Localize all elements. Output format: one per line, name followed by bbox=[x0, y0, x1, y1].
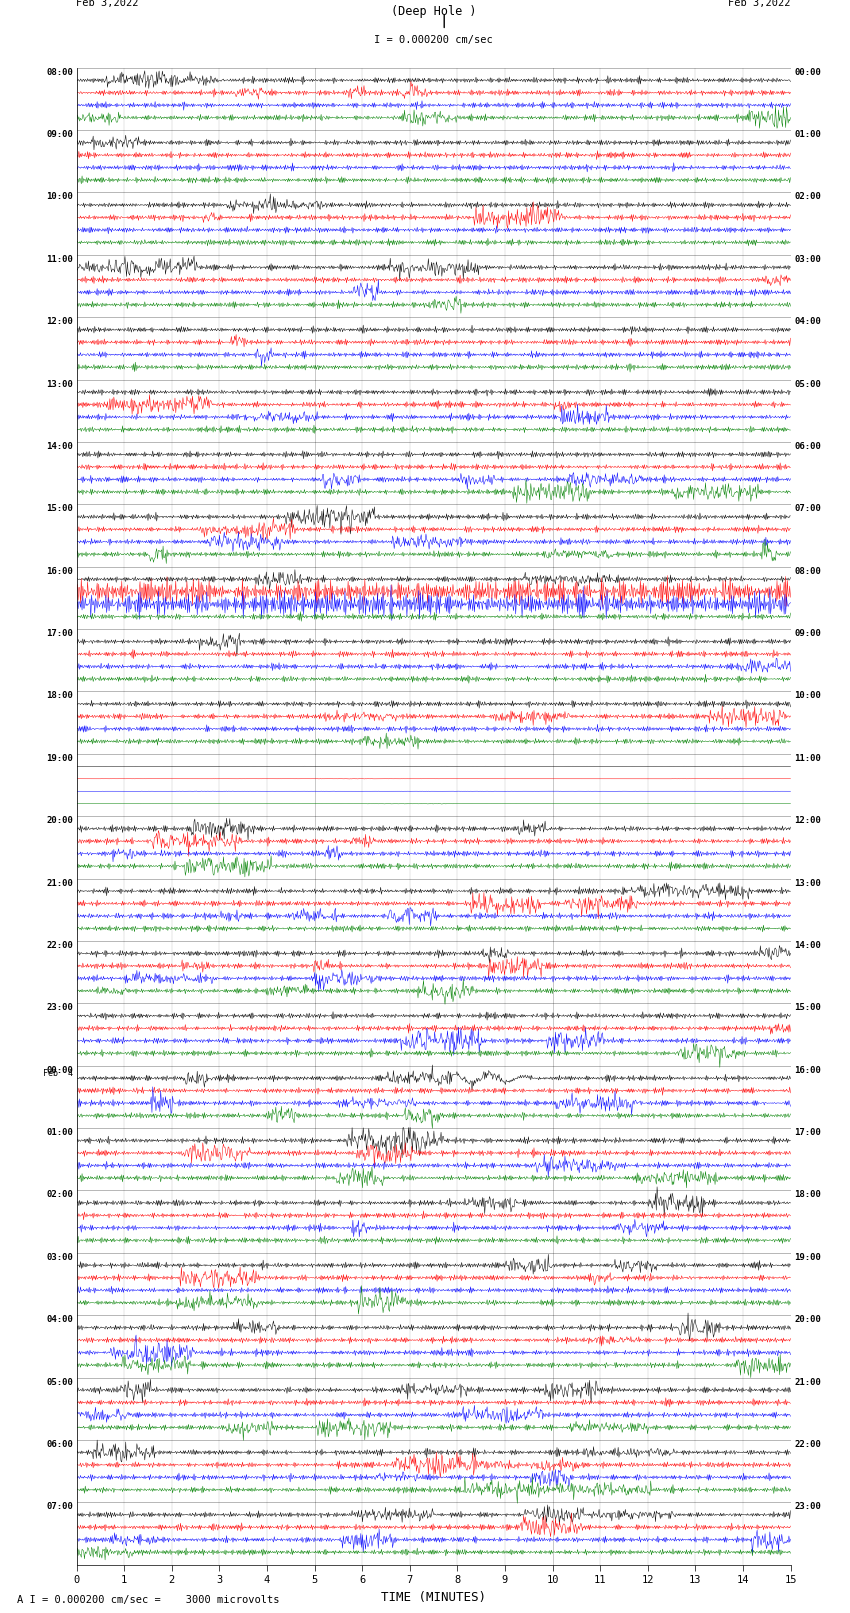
Text: (Deep Hole ): (Deep Hole ) bbox=[391, 5, 476, 18]
X-axis label: TIME (MINUTES): TIME (MINUTES) bbox=[381, 1590, 486, 1603]
Text: 01:00: 01:00 bbox=[46, 1127, 73, 1137]
Text: 03:00: 03:00 bbox=[46, 1253, 73, 1261]
Text: 13:00: 13:00 bbox=[794, 879, 821, 887]
Text: 04:00: 04:00 bbox=[794, 318, 821, 326]
Text: 16:00: 16:00 bbox=[46, 566, 73, 576]
Text: 11:00: 11:00 bbox=[794, 753, 821, 763]
Text: 08:00: 08:00 bbox=[46, 68, 73, 77]
Text: 21:00: 21:00 bbox=[794, 1378, 821, 1387]
Text: 18:00: 18:00 bbox=[46, 692, 73, 700]
Text: 00:00: 00:00 bbox=[46, 1066, 73, 1074]
Text: I = 0.000200 cm/sec: I = 0.000200 cm/sec bbox=[374, 35, 493, 45]
Text: 14:00: 14:00 bbox=[46, 442, 73, 452]
Text: 03:00: 03:00 bbox=[794, 255, 821, 265]
Text: 04:00: 04:00 bbox=[46, 1315, 73, 1324]
Text: 10:00: 10:00 bbox=[794, 692, 821, 700]
Text: 07:00: 07:00 bbox=[46, 1502, 73, 1511]
Text: 12:00: 12:00 bbox=[794, 816, 821, 826]
Text: 05:00: 05:00 bbox=[794, 379, 821, 389]
Text: 19:00: 19:00 bbox=[46, 753, 73, 763]
Text: 16:00: 16:00 bbox=[794, 1066, 821, 1074]
Text: 17:00: 17:00 bbox=[794, 1127, 821, 1137]
Text: 19:00: 19:00 bbox=[794, 1253, 821, 1261]
Text: 00:00: 00:00 bbox=[794, 68, 821, 77]
Text: 06:00: 06:00 bbox=[794, 442, 821, 452]
Text: 07:00: 07:00 bbox=[794, 505, 821, 513]
Text: 11:00: 11:00 bbox=[46, 255, 73, 265]
Text: 09:00: 09:00 bbox=[46, 131, 73, 139]
Text: 09:00: 09:00 bbox=[794, 629, 821, 639]
Text: 14:00: 14:00 bbox=[794, 940, 821, 950]
Text: 23:00: 23:00 bbox=[794, 1502, 821, 1511]
Text: Feb 3,2022: Feb 3,2022 bbox=[76, 0, 139, 8]
Text: 05:00: 05:00 bbox=[46, 1378, 73, 1387]
Text: Feb 3,2022: Feb 3,2022 bbox=[728, 0, 791, 8]
Text: 06:00: 06:00 bbox=[46, 1440, 73, 1448]
Text: 22:00: 22:00 bbox=[794, 1440, 821, 1448]
Text: 15:00: 15:00 bbox=[794, 1003, 821, 1013]
Text: 08:00: 08:00 bbox=[794, 566, 821, 576]
Text: 12:00: 12:00 bbox=[46, 318, 73, 326]
Text: 15:00: 15:00 bbox=[46, 505, 73, 513]
Text: 10:00: 10:00 bbox=[46, 192, 73, 202]
Text: 17:00: 17:00 bbox=[46, 629, 73, 639]
Text: 21:00: 21:00 bbox=[46, 879, 73, 887]
Text: 20:00: 20:00 bbox=[46, 816, 73, 826]
Text: 23:00: 23:00 bbox=[46, 1003, 73, 1013]
Text: 02:00: 02:00 bbox=[794, 192, 821, 202]
Text: 18:00: 18:00 bbox=[794, 1190, 821, 1200]
Text: A I = 0.000200 cm/sec =    3000 microvolts: A I = 0.000200 cm/sec = 3000 microvolts bbox=[17, 1595, 280, 1605]
Text: 01:00: 01:00 bbox=[794, 131, 821, 139]
Text: 02:00: 02:00 bbox=[46, 1190, 73, 1200]
Text: 13:00: 13:00 bbox=[46, 379, 73, 389]
Text: Feb  4: Feb 4 bbox=[43, 1069, 73, 1077]
Text: 22:00: 22:00 bbox=[46, 940, 73, 950]
Text: 20:00: 20:00 bbox=[794, 1315, 821, 1324]
